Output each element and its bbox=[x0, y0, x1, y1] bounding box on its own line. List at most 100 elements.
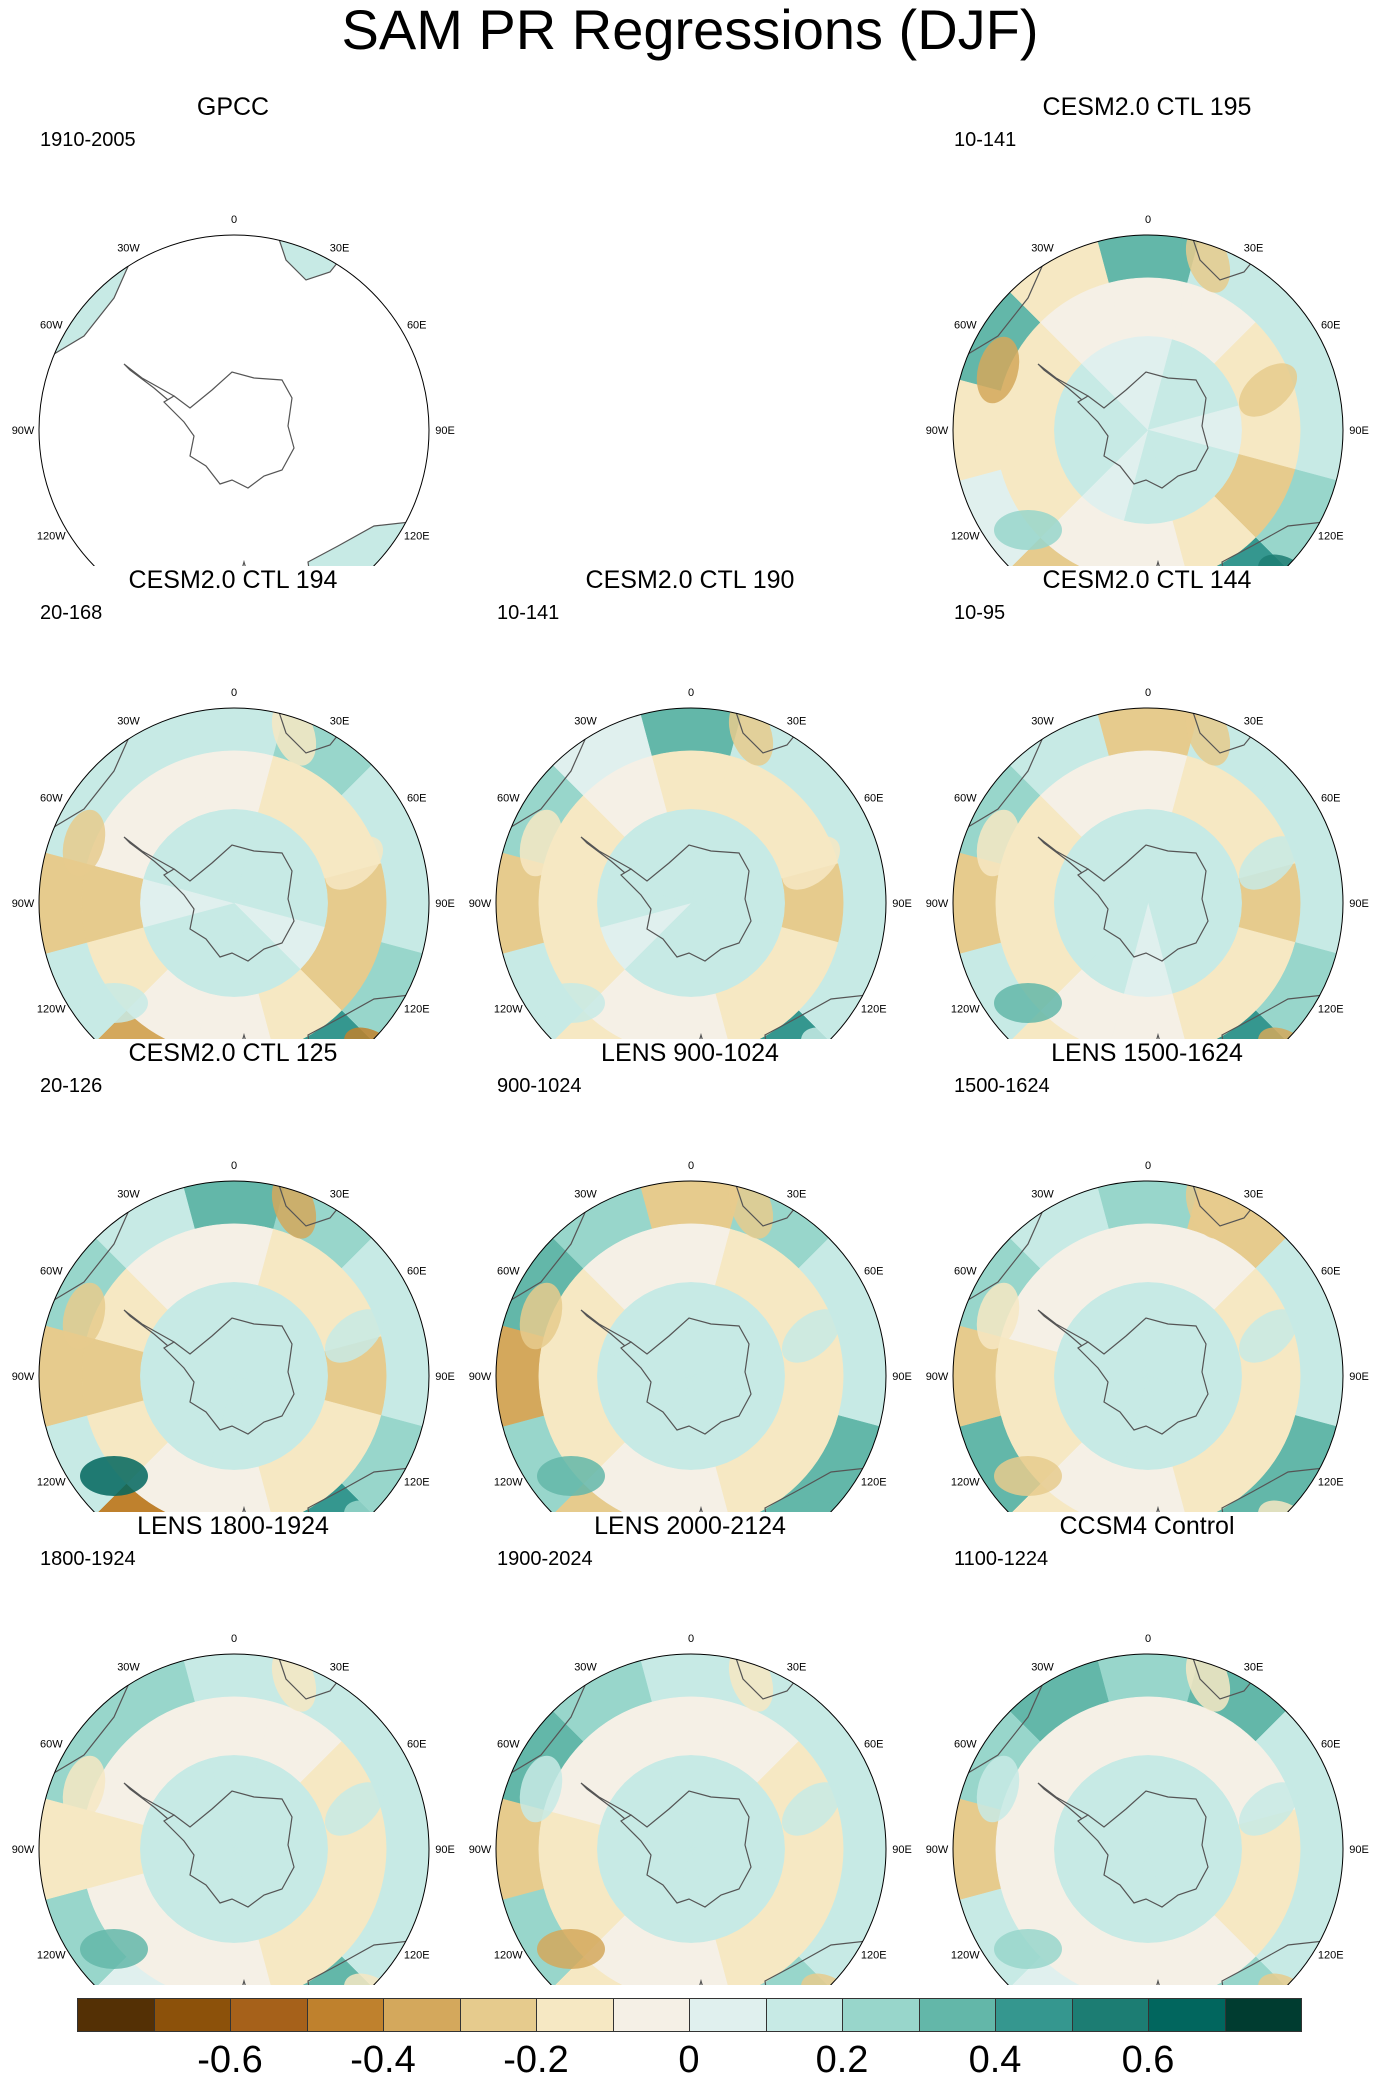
polar-map: 030E60E90E120E150E180150W120W90W60W30W bbox=[12, 214, 455, 566]
map-panel: LENS 900-1024030E60E90E120E150E180150W12… bbox=[460, 1038, 920, 1512]
longitude-label: 0 bbox=[1145, 1633, 1151, 1645]
antarctica-coastline bbox=[620, 1790, 752, 1908]
longitude-label: 0 bbox=[231, 214, 237, 226]
longitude-label: 60E bbox=[1321, 1739, 1341, 1751]
antarctica-coastline bbox=[163, 1317, 295, 1435]
panel-title: GPCC bbox=[196, 93, 270, 121]
map-border bbox=[495, 1653, 887, 1985]
colorbar-tick-label: -0.4 bbox=[350, 2039, 416, 2081]
longitude-label: 30W bbox=[574, 1661, 597, 1673]
polar-map: 030E60E90E120E150E180150W120W90W60W30W bbox=[469, 1160, 912, 1512]
contour-blob bbox=[976, 1282, 1020, 1350]
colorbar-swatch bbox=[1224, 1998, 1302, 2032]
colorbar-swatch bbox=[1148, 1998, 1226, 2032]
longitude-label: 60W bbox=[40, 1739, 63, 1751]
map-panel: CCSM4 Control030E60E90E120E150E180150W12… bbox=[917, 1511, 1377, 1985]
africa-coastline bbox=[1191, 235, 1261, 281]
contour-blob bbox=[62, 1755, 106, 1823]
longitude-label: 30W bbox=[1031, 242, 1054, 254]
longitude-label: 30W bbox=[117, 1188, 140, 1200]
colorbar-swatch bbox=[765, 1998, 843, 2032]
contour-sector bbox=[837, 852, 886, 954]
panel-period: 20-126 bbox=[40, 1075, 103, 1097]
longitude-label: 90E bbox=[1349, 1371, 1369, 1383]
contour-blob bbox=[519, 1755, 563, 1823]
map-panel: LENS 1800-1924030E60E90E120E150E180150W1… bbox=[3, 1511, 463, 1985]
longitude-label: 30E bbox=[330, 242, 350, 254]
colorbar-swatch bbox=[918, 1998, 996, 2032]
africa-coastline bbox=[277, 1181, 347, 1227]
longitude-label: 0 bbox=[231, 1633, 237, 1645]
contour-sector bbox=[624, 812, 692, 904]
contour-blob bbox=[324, 1782, 384, 1836]
longitude-label: 60E bbox=[407, 793, 427, 805]
colorbar-tick-label: 0.2 bbox=[815, 2039, 869, 2081]
panel-title: LENS 2000-2124 bbox=[594, 1512, 786, 1540]
colorbar-tick-label: 0.4 bbox=[968, 2039, 1022, 2081]
peninsula-coastline bbox=[123, 1782, 175, 1820]
panel-title: CESM2.0 CTL 195 bbox=[1042, 93, 1252, 121]
map-panel: CESM2.0 CTL 195030E60E90E120E150E180150W… bbox=[917, 92, 1377, 566]
contour-blob bbox=[80, 1929, 148, 1969]
contour-blob bbox=[62, 809, 106, 877]
contour-blob bbox=[80, 1456, 148, 1496]
contour-sector bbox=[167, 1758, 235, 1850]
map-panel: CESM2.0 CTL 125030E60E90E120E150E180150W… bbox=[3, 1038, 463, 1512]
colorbar-swatch bbox=[459, 1998, 537, 2032]
panel-period: 1100-1224 bbox=[954, 1548, 1049, 1570]
longitude-label: 60E bbox=[864, 1266, 884, 1278]
longitude-label: 90W bbox=[469, 1844, 492, 1856]
polar-map: 030E60E90E120E150E180150W120W90W60W30W bbox=[12, 1160, 455, 1512]
map-border bbox=[952, 1180, 1344, 1512]
map-border bbox=[495, 707, 887, 1039]
longitude-label: 60E bbox=[1321, 1266, 1341, 1278]
longitude-label: 120E bbox=[1318, 1950, 1344, 1962]
longitude-label: 30W bbox=[117, 242, 140, 254]
longitude-label: 120W bbox=[494, 1950, 523, 1962]
longitude-label: 0 bbox=[231, 1160, 237, 1172]
contour-blob bbox=[994, 983, 1062, 1023]
peninsula-coastline bbox=[580, 1309, 632, 1347]
longitude-label: 30W bbox=[1031, 1661, 1054, 1673]
contour-sector bbox=[380, 1325, 429, 1427]
map-panel: GPCC030E60E90E120E150E180150W120W90W60W3… bbox=[3, 92, 463, 566]
longitude-label: 90W bbox=[926, 898, 949, 910]
longitude-label: 120W bbox=[37, 1477, 66, 1489]
colorbar-tick-label: -0.2 bbox=[503, 2039, 569, 2081]
contour-sector bbox=[1081, 1285, 1149, 1377]
longitude-label: 30E bbox=[1244, 1188, 1264, 1200]
colorbar-swatch bbox=[689, 1998, 767, 2032]
contour-sector bbox=[624, 1285, 692, 1377]
longitude-label: 60W bbox=[954, 320, 977, 332]
contour-sector bbox=[1097, 708, 1199, 757]
longitude-label: 90W bbox=[469, 898, 492, 910]
africa-coastline bbox=[1191, 708, 1261, 754]
longitude-label: 60E bbox=[1321, 320, 1341, 332]
panel-period: 10-141 bbox=[954, 129, 1017, 151]
longitude-label: 90E bbox=[435, 1844, 455, 1856]
longitude-label: 90E bbox=[1349, 1844, 1369, 1856]
africa-coastline bbox=[277, 1654, 347, 1700]
longitude-label: 120E bbox=[1318, 1004, 1344, 1016]
longitude-label: 0 bbox=[231, 687, 237, 699]
longitude-label: 60W bbox=[497, 1739, 520, 1751]
polar-map: 030E60E90E120E150E180150W120W90W60W30W bbox=[926, 1633, 1369, 1985]
antarctica-coastline bbox=[1077, 371, 1209, 489]
contour-sector bbox=[183, 1654, 285, 1703]
longitude-label: 0 bbox=[1145, 1160, 1151, 1172]
longitude-label: 30E bbox=[1244, 242, 1264, 254]
longitude-label: 60W bbox=[40, 1266, 63, 1278]
longitude-label: 0 bbox=[1145, 687, 1151, 699]
contour-blob bbox=[781, 836, 841, 890]
antarctica-coastline bbox=[163, 844, 295, 962]
longitude-label: 30E bbox=[330, 715, 350, 727]
longitude-label: 0 bbox=[688, 1160, 694, 1172]
colorbar-tick-label: 0.6 bbox=[1121, 2039, 1175, 2081]
longitude-label: 60E bbox=[864, 1739, 884, 1751]
longitude-label: 120E bbox=[1318, 1477, 1344, 1489]
longitude-label: 120E bbox=[404, 1477, 430, 1489]
longitude-label: 90W bbox=[12, 425, 35, 437]
colorbar-swatch bbox=[306, 1998, 384, 2032]
longitude-label: 90E bbox=[1349, 425, 1369, 437]
map-border bbox=[952, 707, 1344, 1039]
